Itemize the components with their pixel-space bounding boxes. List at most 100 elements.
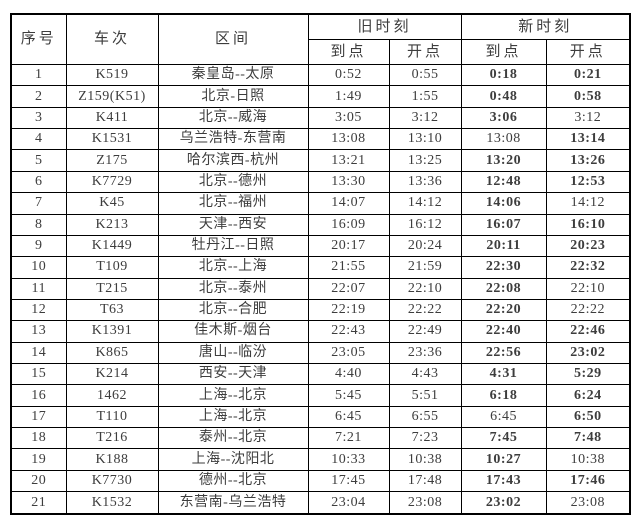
- old-depart-cell: 22:10: [388, 277, 462, 300]
- new-depart-cell: 13:14: [545, 128, 631, 151]
- new-arrive-cell: 22:30: [460, 256, 547, 279]
- old-depart-cell: 21:59: [388, 256, 462, 279]
- table-body: 1 K519 秦皇岛--太原 0:52 0:55 0:18 0:21 2 Z159(K51) 北京…: [10, 63, 631, 515]
- new-depart-cell: 6:24: [545, 384, 631, 407]
- train-cell: K1531: [65, 128, 159, 151]
- new-arrive-cell: 12:48: [460, 170, 547, 194]
- train-cell: K213: [65, 213, 159, 236]
- new-arrive-cell: 14:06: [460, 192, 547, 215]
- serial-cell: 21: [10, 491, 67, 515]
- old-arrive-cell: 1:49: [307, 85, 390, 108]
- new-arrive-cell: 0:18: [460, 63, 547, 87]
- serial-cell: 19: [10, 448, 67, 471]
- route-cell: 哈尔滨西-杭州: [157, 149, 309, 172]
- new-arrive-cell: 22:56: [460, 341, 547, 365]
- old-arrive-cell: 5:45: [307, 384, 390, 407]
- new-depart-cell: 20:23: [545, 234, 631, 258]
- train-cell: Z159(K51): [65, 85, 159, 108]
- header-row-sub: 到点 开点 到点 开点: [11, 39, 631, 65]
- new-depart-cell: 23:08: [545, 491, 631, 515]
- serial-cell: 1: [10, 63, 67, 87]
- new-depart-cell: 17:46: [545, 469, 631, 493]
- serial-cell: 18: [10, 427, 67, 450]
- new-arrive-cell: 4:31: [460, 363, 547, 386]
- train-cell: K7729: [65, 170, 159, 194]
- new-depart-cell: 22:10: [545, 277, 631, 300]
- old-arrive-cell: 23:05: [307, 341, 390, 365]
- header-row-groups: 序号 车次 区间 旧时刻 新时刻: [10, 13, 631, 65]
- col-header-old-depart: 开点: [388, 39, 462, 65]
- old-depart-cell: 4:43: [388, 363, 462, 386]
- col-header-new-depart: 开点: [545, 39, 631, 65]
- col-header-route: 区间: [157, 13, 309, 65]
- new-arrive-cell: 6:18: [460, 384, 547, 407]
- train-cell: T63: [65, 298, 159, 322]
- route-cell: 泰州--北京: [157, 427, 309, 450]
- col-header-new-arrive: 到点: [460, 39, 547, 65]
- old-depart-cell: 13:25: [388, 149, 462, 172]
- train-cell: K411: [65, 106, 159, 130]
- serial-cell: 15: [10, 363, 67, 386]
- new-arrive-cell: 17:43: [460, 469, 547, 493]
- new-arrive-cell: 16:07: [460, 213, 547, 236]
- col-header-serial: 序号: [10, 13, 67, 65]
- train-cell: K519: [65, 63, 159, 87]
- route-cell: 北京--威海: [157, 106, 309, 130]
- new-depart-cell: 6:50: [545, 405, 631, 429]
- table-row: 5 Z175 哈尔滨西-杭州 13:21 13:25 13:20 13:26: [10, 149, 631, 172]
- old-arrive-cell: 17:45: [307, 469, 390, 493]
- new-depart-cell: 0:58: [545, 85, 631, 108]
- serial-cell: 7: [10, 192, 67, 215]
- col-header-old-arrive: 到点: [307, 39, 390, 65]
- table-row: 10 T109 北京--上海 21:55 21:59 22:30 22:32: [10, 256, 631, 279]
- train-cell: Z175: [65, 149, 159, 172]
- train-schedule-table: 序号 车次 区间 旧时刻 新时刻 到点 开点 到点 开点 1 K519 秦皇岛--太…: [10, 13, 632, 515]
- old-depart-cell: 13:36: [388, 170, 462, 194]
- table-row: 19 K188 上海--沈阳北 10:33 10:38 10:27 10:38: [10, 448, 631, 471]
- new-depart-cell: 23:02: [545, 341, 631, 365]
- route-cell: 北京--德州: [157, 170, 309, 194]
- route-cell: 天津--西安: [157, 213, 309, 236]
- new-depart-cell: 22:22: [545, 298, 631, 322]
- serial-cell: 13: [10, 320, 67, 343]
- old-depart-cell: 10:38: [388, 448, 462, 471]
- new-arrive-cell: 22:20: [460, 298, 547, 322]
- old-depart-cell: 20:24: [388, 234, 462, 258]
- route-cell: 牡丹江--日照: [157, 234, 309, 258]
- new-arrive-cell: 7:45: [460, 427, 547, 450]
- old-arrive-cell: 7:21: [307, 427, 390, 450]
- serial-cell: 14: [10, 341, 67, 365]
- old-arrive-cell: 3:05: [307, 106, 390, 130]
- serial-cell: 20: [10, 469, 67, 493]
- old-depart-cell: 6:55: [388, 405, 462, 429]
- old-arrive-cell: 10:33: [307, 448, 390, 471]
- new-depart-cell: 10:38: [545, 448, 631, 471]
- serial-cell: 16: [10, 384, 67, 407]
- new-arrive-cell: 20:11: [460, 234, 547, 258]
- old-arrive-cell: 13:21: [307, 149, 390, 172]
- serial-cell: 10: [10, 256, 67, 279]
- train-cell: 1462: [65, 384, 159, 407]
- new-depart-cell: 13:26: [545, 149, 631, 172]
- serial-cell: 6: [10, 170, 67, 194]
- new-arrive-cell: 22:40: [460, 320, 547, 343]
- table-row: 7 K45 北京--福州 14:07 14:12 14:06 14:12: [10, 192, 631, 215]
- new-arrive-cell: 13:08: [460, 128, 547, 151]
- old-arrive-cell: 14:07: [307, 192, 390, 215]
- route-cell: 北京-日照: [157, 85, 309, 108]
- old-depart-cell: 1:55: [388, 85, 462, 108]
- new-depart-cell: 0:21: [545, 63, 631, 87]
- route-cell: 唐山--临汾: [157, 341, 309, 365]
- col-group-new-schedule: 新时刻: [460, 13, 631, 40]
- old-depart-cell: 16:12: [388, 213, 462, 236]
- train-cell: K1391: [65, 320, 159, 343]
- train-cell: K214: [65, 363, 159, 386]
- old-depart-cell: 22:49: [388, 320, 462, 343]
- old-arrive-cell: 0:52: [307, 63, 390, 87]
- table-row: 1 K519 秦皇岛--太原 0:52 0:55 0:18 0:21: [10, 63, 631, 87]
- old-arrive-cell: 23:04: [307, 491, 390, 515]
- old-depart-cell: 13:10: [388, 128, 462, 151]
- serial-cell: 2: [10, 85, 67, 108]
- table-row: 2 Z159(K51) 北京-日照 1:49 1:55 0:48 0:58: [10, 85, 631, 108]
